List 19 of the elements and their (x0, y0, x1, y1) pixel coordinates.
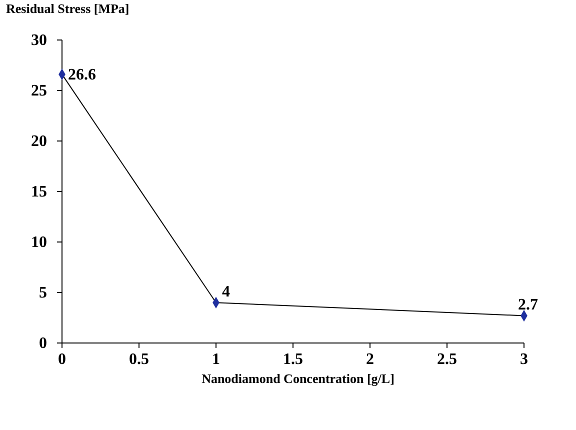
y-tick-label: 20 (31, 133, 47, 150)
x-tick-label: 0.5 (129, 351, 149, 368)
y-tick-label: 30 (31, 32, 47, 49)
x-tick-label: 1 (212, 351, 220, 368)
x-tick-label: 0 (58, 351, 66, 368)
data-label: 26.6 (68, 66, 96, 84)
x-tick-label: 2 (366, 351, 374, 368)
data-label: 2.7 (518, 296, 538, 314)
y-tick-label: 25 (31, 82, 47, 100)
x-axis-title: Nanodiamond Concentration [g/L] (202, 371, 394, 386)
chart-title: Residual Stress [MPa] (6, 1, 130, 16)
y-tick-label: 15 (31, 184, 47, 200)
data-label: 4 (222, 284, 230, 301)
x-tick-label: 3 (520, 351, 528, 368)
y-tick-label: 0 (39, 335, 47, 352)
y-tick-label: 5 (39, 284, 47, 302)
y-tick-label: 10 (31, 234, 47, 251)
x-tick-label: 2.5 (437, 351, 457, 368)
x-tick-label: 1.5 (283, 351, 303, 368)
